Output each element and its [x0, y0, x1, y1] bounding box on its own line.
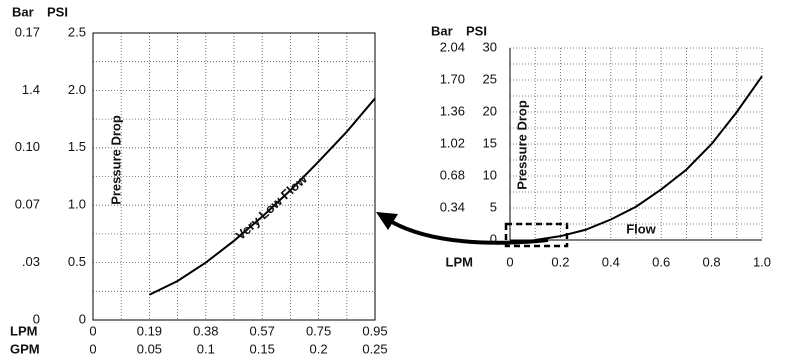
x-tick-label: 0.1 — [197, 341, 215, 356]
bar-tick-label: 1.4 — [22, 82, 40, 97]
y-tick-label: 2.0 — [68, 82, 86, 97]
lpm-tick-label: 0 — [89, 323, 96, 338]
y-tick-label: 0.5 — [68, 254, 86, 269]
y-tick-label: 5 — [490, 199, 497, 214]
x-tick-label: 1.0 — [753, 254, 771, 269]
x-tick-label: 0 — [506, 254, 513, 269]
y-tick-label: 15 — [483, 135, 497, 150]
psi-axis-label: PSI — [47, 4, 68, 19]
y-tick-label: 1.0 — [68, 197, 86, 212]
lpm-tick-label: 0.38 — [193, 323, 218, 338]
x-tick-label: 0.6 — [652, 254, 670, 269]
x-tick-label: 0.2 — [310, 341, 328, 356]
annotation: Very Low Flow — [233, 171, 311, 243]
lpm-tick-label: 0.19 — [137, 323, 162, 338]
curve — [535, 75, 763, 241]
bar-tick-label: 1.36 — [440, 103, 465, 118]
bar-axis-label: Bar — [431, 23, 453, 38]
y-tick-label: 2.5 — [68, 24, 86, 39]
lpm-axis-label: LPM — [10, 323, 37, 338]
x-tick-label: 0.15 — [250, 341, 275, 356]
bar-tick-label: 0 — [33, 311, 40, 326]
annotation: Pressure Drop — [108, 115, 123, 205]
lpm-tick-label: 0.57 — [250, 323, 275, 338]
x-axis-label: LPM — [446, 254, 473, 269]
y-tick-label: 0 — [490, 231, 497, 246]
x-tick-label: 0.05 — [137, 341, 162, 356]
zoom-arrow — [391, 220, 549, 245]
y-tick-label: 0 — [79, 311, 86, 326]
bar-axis-label: Bar — [12, 4, 34, 19]
y-tick-label: 25 — [483, 71, 497, 86]
x-tick-label: 0.2 — [551, 254, 569, 269]
bar-tick-label: .03 — [22, 254, 40, 269]
bar-tick-label: 2.04 — [440, 39, 465, 54]
bar-tick-label: 0.17 — [15, 24, 40, 39]
y-tick-label: 20 — [483, 103, 497, 118]
annotation: Flow — [626, 221, 656, 236]
bar-tick-label: 0.68 — [440, 167, 465, 182]
arrow-head — [376, 212, 398, 230]
y-tick-label: 10 — [483, 167, 497, 182]
x-axis-label: GPM — [10, 341, 40, 356]
bar-tick-label: 0.34 — [440, 199, 465, 214]
annotation: Pressure Drop — [514, 100, 529, 190]
bar-tick-label: 0.10 — [15, 139, 40, 154]
bar-tick-label: 1.70 — [440, 71, 465, 86]
x-tick-label: 0.8 — [703, 254, 721, 269]
lpm-tick-label: 0.95 — [362, 323, 387, 338]
plot-frame — [92, 32, 376, 321]
curve — [148, 97, 376, 296]
bar-tick-label: 0.07 — [15, 197, 40, 212]
lpm-tick-label: 0.75 — [306, 323, 331, 338]
psi-axis-label: PSI — [466, 23, 487, 38]
x-tick-label: 0 — [89, 341, 96, 356]
y-tick-label: 30 — [483, 39, 497, 54]
x-tick-label: 0.4 — [602, 254, 620, 269]
bar-tick-label: 1.02 — [440, 135, 465, 150]
x-tick-label: 0.25 — [362, 341, 387, 356]
y-tick-label: 1.5 — [68, 139, 86, 154]
